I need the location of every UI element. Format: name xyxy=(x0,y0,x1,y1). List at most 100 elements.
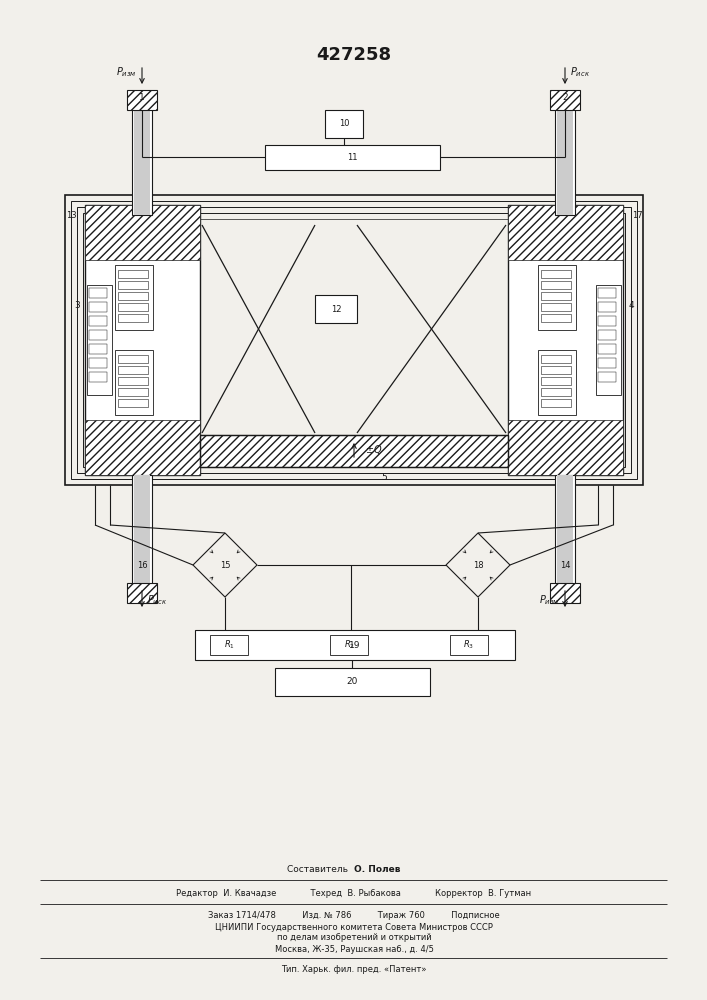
Text: $\pm Q$: $\pm Q$ xyxy=(365,444,382,456)
Bar xyxy=(508,420,623,475)
Text: 14: 14 xyxy=(560,560,571,570)
Bar xyxy=(555,105,575,215)
Bar xyxy=(200,435,508,467)
Bar xyxy=(134,475,150,585)
Bar xyxy=(598,288,616,298)
Text: 15: 15 xyxy=(220,560,230,570)
Text: 4: 4 xyxy=(629,300,633,310)
Bar xyxy=(85,420,200,475)
Bar xyxy=(598,330,616,340)
Text: 18: 18 xyxy=(473,560,484,570)
Bar xyxy=(89,288,107,298)
Text: $P_{иск}$: $P_{иск}$ xyxy=(147,593,167,607)
Text: $P_{иск}$: $P_{иск}$ xyxy=(570,65,590,79)
Bar xyxy=(118,314,148,322)
Bar xyxy=(550,583,580,603)
Bar xyxy=(550,90,580,110)
Bar xyxy=(115,350,153,415)
Bar xyxy=(598,316,616,326)
Text: Составитель: Составитель xyxy=(287,865,354,874)
Bar xyxy=(541,270,571,278)
Bar xyxy=(89,344,107,354)
Bar xyxy=(538,265,576,330)
Text: $R_2$: $R_2$ xyxy=(344,639,354,651)
Text: 20: 20 xyxy=(346,678,358,686)
Text: 10: 10 xyxy=(339,119,349,128)
Bar xyxy=(89,219,619,461)
Bar xyxy=(89,358,107,368)
Bar xyxy=(134,105,150,215)
Bar xyxy=(89,316,107,326)
Bar xyxy=(85,205,200,475)
Bar xyxy=(325,110,363,138)
Bar xyxy=(65,195,643,485)
Text: $R_1$: $R_1$ xyxy=(223,639,235,651)
Bar xyxy=(71,201,637,479)
Bar xyxy=(598,344,616,354)
Bar xyxy=(598,372,616,382)
Bar xyxy=(132,105,152,215)
Bar xyxy=(598,358,616,368)
Text: О. Полев: О. Полев xyxy=(354,865,400,874)
Text: 427258: 427258 xyxy=(317,46,392,64)
Bar xyxy=(83,213,625,467)
Bar xyxy=(115,265,153,330)
Text: Тип. Харьк. фил. пред. «Патент»: Тип. Харьк. фил. пред. «Патент» xyxy=(281,964,427,974)
Text: 3: 3 xyxy=(74,300,80,310)
Bar xyxy=(450,635,488,655)
Text: ЦНИИПИ Государственного комитета Совета Министров СССР: ЦНИИПИ Государственного комитета Совета … xyxy=(215,922,493,932)
Text: 19: 19 xyxy=(349,641,361,650)
Text: 1: 1 xyxy=(139,94,145,103)
Text: 17: 17 xyxy=(631,211,643,220)
Bar xyxy=(118,377,148,385)
Text: Редактор  И. Квачадзе             Техред  В. Рыбакова             Корректор  В. : Редактор И. Квачадзе Техред В. Рыбакова … xyxy=(177,890,532,898)
Text: Москва, Ж-35, Раушская наб., д. 4/5: Москва, Ж-35, Раушская наб., д. 4/5 xyxy=(274,944,433,954)
Bar xyxy=(118,366,148,374)
Bar xyxy=(89,372,107,382)
Bar xyxy=(538,350,576,415)
Bar xyxy=(265,145,440,170)
Bar xyxy=(118,355,148,363)
Text: 11: 11 xyxy=(346,152,357,161)
Bar xyxy=(555,475,575,585)
Bar xyxy=(200,435,508,467)
Bar xyxy=(127,583,157,603)
Text: $P_{изм}$: $P_{изм}$ xyxy=(116,65,137,79)
Bar xyxy=(508,205,623,475)
Text: Заказ 1714/478          Изд. № 786          Тираж 760          Подписное: Заказ 1714/478 Изд. № 786 Тираж 760 Подп… xyxy=(208,910,500,920)
Bar xyxy=(508,205,623,260)
Bar xyxy=(77,207,631,473)
Bar xyxy=(541,388,571,396)
Bar xyxy=(541,314,571,322)
Bar xyxy=(89,330,107,340)
Bar xyxy=(118,292,148,300)
Bar xyxy=(315,295,357,323)
Bar xyxy=(132,475,152,585)
Text: 12: 12 xyxy=(331,304,341,314)
Bar xyxy=(118,281,148,289)
Bar xyxy=(195,630,515,660)
Text: по делам изобретений и открытий: по делам изобретений и открытий xyxy=(276,934,431,942)
Text: 13: 13 xyxy=(66,211,76,220)
Bar xyxy=(541,377,571,385)
Bar xyxy=(118,270,148,278)
Bar xyxy=(210,635,248,655)
Bar xyxy=(541,355,571,363)
Bar xyxy=(330,635,368,655)
Bar xyxy=(541,303,571,311)
Bar xyxy=(598,302,616,312)
Bar xyxy=(89,302,107,312)
Bar xyxy=(118,399,148,407)
Bar xyxy=(85,205,200,260)
Bar xyxy=(87,285,112,395)
Bar xyxy=(596,285,621,395)
Bar xyxy=(275,668,430,696)
Text: $R_3$: $R_3$ xyxy=(463,639,474,651)
Bar xyxy=(541,399,571,407)
Bar xyxy=(541,281,571,289)
Bar xyxy=(557,105,573,215)
Bar xyxy=(557,475,573,585)
Text: 16: 16 xyxy=(136,560,147,570)
Bar xyxy=(118,388,148,396)
Text: 5: 5 xyxy=(381,473,387,482)
